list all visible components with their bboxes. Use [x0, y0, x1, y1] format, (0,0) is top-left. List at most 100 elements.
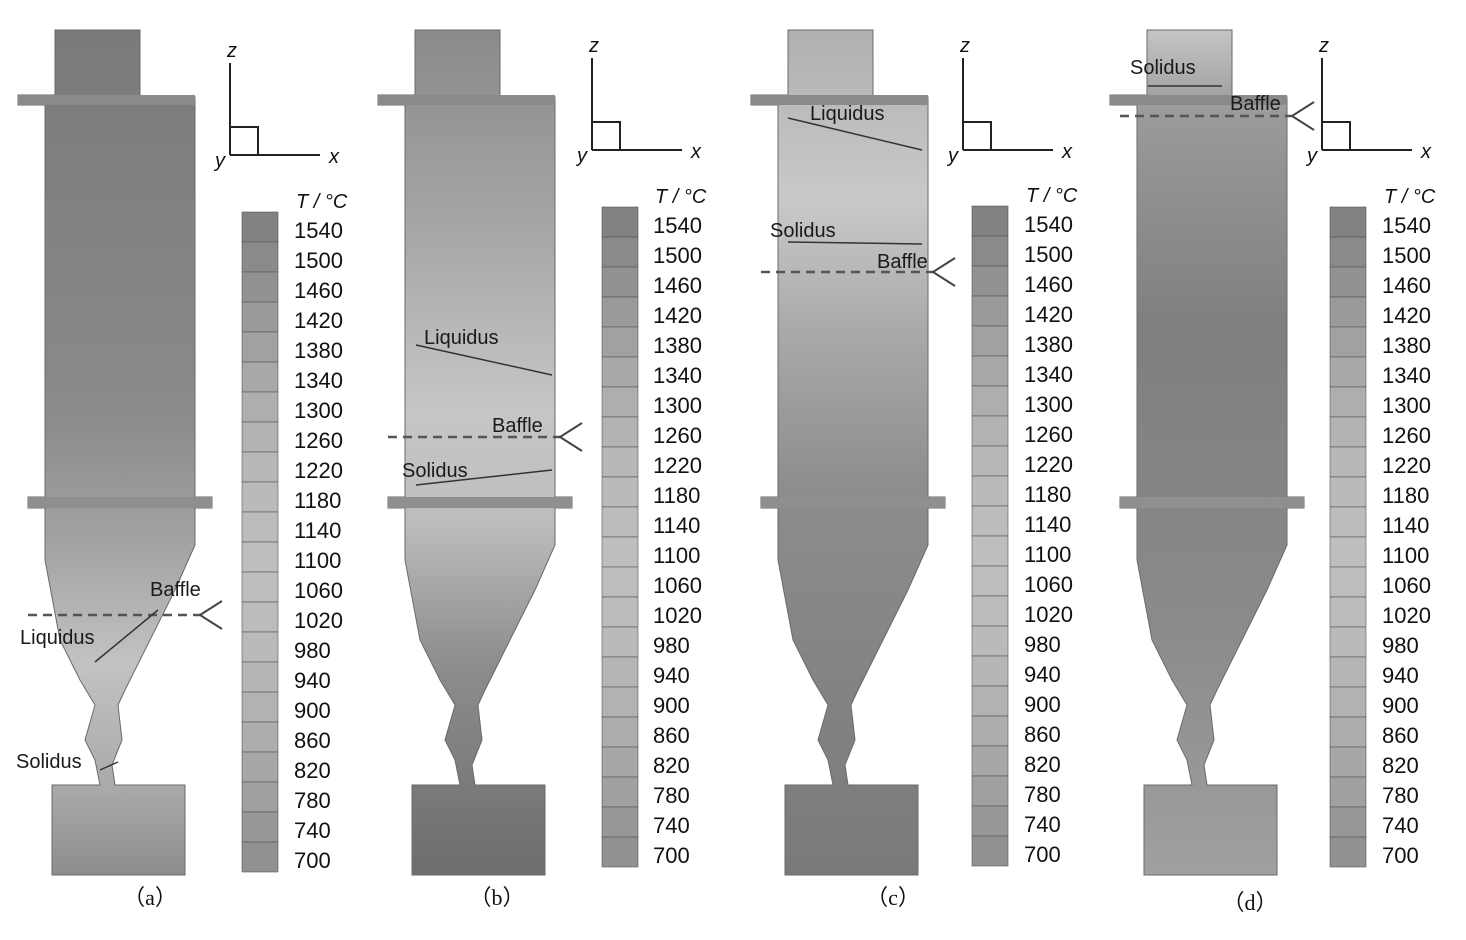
legend-swatch	[241, 331, 279, 363]
legend-swatch	[971, 775, 1009, 807]
legend-swatch	[1329, 386, 1367, 418]
legend-swatch	[971, 565, 1009, 597]
legend-tick-label: 1540	[294, 218, 343, 243]
legend-tick-label: 1460	[653, 273, 702, 298]
legend-tick-label: 1340	[1024, 362, 1073, 387]
legend-swatch	[1329, 236, 1367, 268]
legend-tick-label: 700	[294, 848, 331, 873]
legend-swatch	[241, 781, 279, 813]
vessel-body	[750, 29, 946, 876]
legend-tick-label: 980	[653, 633, 690, 658]
legend-tick-label: 860	[1382, 723, 1419, 748]
legend-swatch	[601, 326, 639, 358]
legend-swatch	[971, 265, 1009, 297]
legend-tick-label: 1260	[294, 428, 343, 453]
legend-swatch	[601, 656, 639, 688]
legend-tick-label: 1100	[653, 543, 700, 568]
legend-tick-label: 1180	[1024, 482, 1071, 507]
legend-swatch	[601, 806, 639, 838]
legend-tick-label: 740	[1024, 812, 1061, 837]
legend-tick-label: 900	[1382, 693, 1419, 718]
legend-tick-label: 1420	[294, 308, 343, 333]
legend-tick-label: 820	[653, 753, 690, 778]
legend-tick-label: 860	[1024, 722, 1061, 747]
legend-tick-label: 980	[1024, 632, 1061, 657]
panel-a: z x y 1540 1500 1460 1420 1380 1340 1300 1260 1220 1…	[16, 29, 348, 910]
legend-tick-label: 1300	[653, 393, 702, 418]
legend-swatch	[241, 241, 279, 273]
legend-tick-label: 740	[294, 818, 331, 843]
legend-swatch	[601, 716, 639, 748]
baffle-marker	[558, 422, 583, 452]
legend-tick-label: 1500	[1024, 242, 1073, 267]
top-flange	[18, 95, 195, 105]
legend-swatch	[241, 211, 279, 243]
y-axis-label: y	[1305, 145, 1318, 167]
axis-corner	[1322, 121, 1351, 150]
legend-tick-label: 700	[1024, 842, 1061, 867]
legend-tick-label: 700	[653, 843, 690, 868]
liquidus-label: Liquidus	[424, 327, 499, 349]
legend-swatch	[1329, 296, 1367, 328]
legend-tick-label: 860	[653, 723, 690, 748]
liquidus-label: Liquidus	[20, 627, 95, 649]
legend-tick-label: 1180	[294, 488, 341, 513]
legend-swatch	[1329, 596, 1367, 628]
legend-tick-label: 1420	[653, 303, 702, 328]
legend-tick-label: 1020	[653, 603, 702, 628]
legend-tick-label: 1140	[1024, 512, 1071, 537]
solidus-line	[415, 469, 553, 486]
legend-swatch	[971, 505, 1009, 537]
solidus-line	[787, 241, 923, 245]
y-axis-label: y	[575, 145, 588, 167]
panel-b: z x y 1540 1500 1460 1420 1380 1340 1300 1260 1220 1…	[377, 29, 707, 910]
legend-tick-label: 820	[1024, 752, 1061, 777]
legend-tick-label: 820	[1382, 753, 1419, 778]
legend-tick-label: 1420	[1382, 303, 1431, 328]
top-flange	[751, 95, 928, 105]
legend-swatch	[601, 416, 639, 448]
legend-swatch	[601, 566, 639, 598]
legend-swatch	[241, 481, 279, 513]
legend-tick-label: 820	[294, 758, 331, 783]
middle-flange	[388, 497, 572, 508]
liquidus-line	[94, 609, 159, 663]
legend-swatch	[241, 451, 279, 483]
legend-swatch	[241, 751, 279, 783]
legend-swatch	[601, 776, 639, 808]
legend-tick-label: 700	[1382, 843, 1419, 868]
legend-swatch	[1329, 836, 1367, 868]
panel-caption: （c）	[866, 885, 920, 910]
legend-tick-label: 1260	[653, 423, 702, 448]
legend-tick-label: 1380	[1382, 333, 1431, 358]
x-axis-label: x	[328, 146, 340, 168]
legend-swatch	[971, 625, 1009, 657]
legend-swatch	[971, 445, 1009, 477]
legend-swatch	[601, 536, 639, 568]
legend-tick-label: 900	[294, 698, 331, 723]
legend-swatch	[241, 391, 279, 423]
legend-swatch	[241, 361, 279, 393]
legend-tick-label: 1420	[1024, 302, 1073, 327]
baffle-marker	[1290, 101, 1315, 131]
baffle-label: Baffle	[492, 415, 543, 437]
legend-tick-label: 1100	[1024, 542, 1071, 567]
y-axis-label: y	[946, 145, 959, 167]
legend-tick-label: 1020	[1382, 603, 1431, 628]
legend-tick-label: 1300	[294, 398, 343, 423]
legend-swatch	[1329, 806, 1367, 838]
axis-corner	[592, 121, 621, 150]
legend-tick-label: 780	[1024, 782, 1061, 807]
legend-swatch	[1329, 266, 1367, 298]
z-axis-label: z	[226, 40, 237, 62]
legend-tick-label: 1060	[294, 578, 343, 603]
legend-tick-label: 1020	[294, 608, 343, 633]
legend-swatch	[971, 835, 1009, 867]
legend-swatch	[601, 356, 639, 388]
panel-caption: （d）	[1222, 890, 1277, 915]
legend-swatch	[1329, 566, 1367, 598]
legend-swatch	[601, 686, 639, 718]
legend-tick-label: 940	[1382, 663, 1419, 688]
legend-tick-label: 1500	[294, 248, 343, 273]
